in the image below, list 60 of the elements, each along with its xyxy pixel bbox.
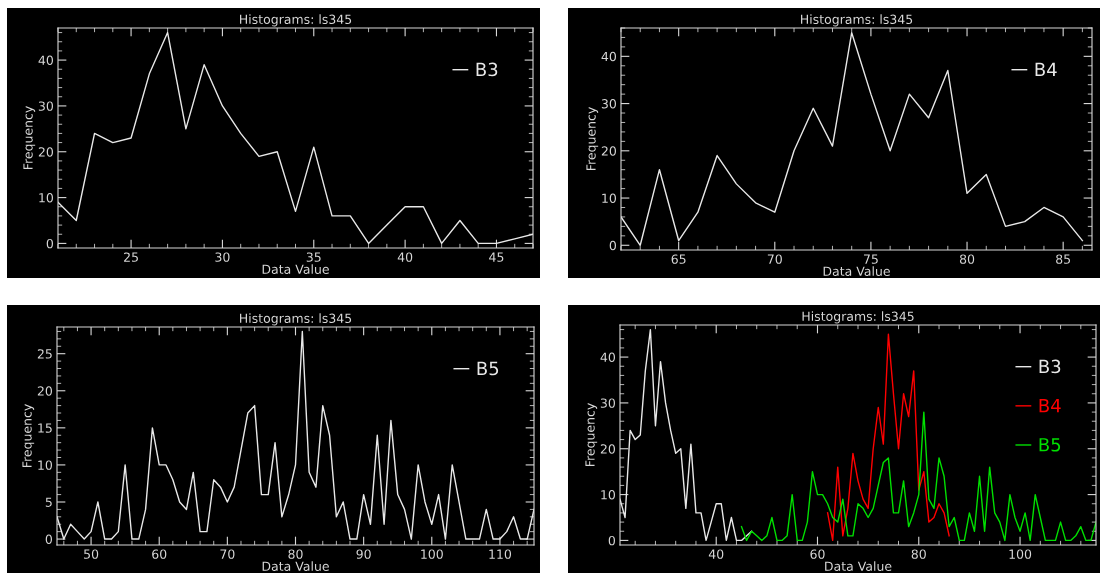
- y-tick-label: 0: [608, 535, 615, 546]
- chart-title: Histograms: ls345: [802, 311, 914, 324]
- y-tick-label: 10: [602, 193, 616, 203]
- x-tick-label: 75: [863, 254, 878, 264]
- x-tick-label: 70: [767, 254, 782, 264]
- y-axis-title: Frequency: [585, 403, 598, 467]
- x-tick-label: 80: [911, 549, 926, 559]
- legend-label: B3: [476, 62, 498, 77]
- x-tick-label: 40: [708, 549, 724, 559]
- y-tick-label: 0: [45, 534, 52, 544]
- y-axis-title: Frequency: [22, 404, 35, 468]
- y-tick-label: 10: [39, 193, 53, 203]
- x-tick-label: 45: [489, 252, 504, 262]
- y-axis-title: Frequency: [23, 106, 36, 170]
- y-tick-label: 30: [601, 99, 616, 109]
- chart-title: Histograms: ls345: [801, 14, 913, 27]
- x-tick-label: 100: [1009, 549, 1032, 559]
- y-tick-label: 10: [38, 460, 52, 470]
- legend-label: B3: [1039, 359, 1061, 374]
- y-tick-label: 20: [601, 146, 616, 156]
- y-tick-label: 5: [45, 497, 52, 507]
- y-tick-label: 40: [600, 352, 615, 363]
- x-tick-label: 85: [1056, 254, 1071, 264]
- y-tick-label: 40: [601, 51, 616, 62]
- y-tick-label: 0: [46, 238, 53, 249]
- x-tick-label: 35: [306, 252, 321, 262]
- legend-label: B4: [1039, 399, 1061, 413]
- y-axis-title: Frequency: [586, 107, 599, 171]
- y-tick-label: 0: [609, 240, 616, 251]
- x-tick-label: 100: [421, 549, 443, 559]
- x-axis-title: Data Value: [825, 561, 892, 571]
- x-tick-label: 80: [288, 549, 303, 559]
- y-tick-label: 20: [600, 444, 615, 454]
- x-axis-title: Data Value: [823, 266, 890, 276]
- chart-title: Histograms: ls345: [240, 313, 352, 326]
- x-tick-label: 110: [489, 549, 512, 559]
- x-tick-label: 60: [152, 549, 167, 559]
- legend-label: B5: [1039, 438, 1061, 452]
- y-tick-label: 25: [37, 349, 52, 359]
- x-tick-label: 70: [220, 549, 235, 559]
- y-tick-label: 30: [600, 398, 615, 408]
- x-tick-label: 50: [84, 549, 99, 559]
- x-tick-label: 90: [356, 549, 371, 559]
- x-axis-title: Data Value: [262, 561, 329, 571]
- x-tick-label: 30: [215, 252, 230, 262]
- y-tick-label: 15: [38, 423, 52, 433]
- x-tick-label: 65: [671, 254, 686, 264]
- legend-label: B4: [1035, 62, 1057, 77]
- x-tick-label: 60: [810, 549, 825, 559]
- y-tick-label: 20: [38, 147, 53, 157]
- x-tick-label: 25: [124, 252, 138, 262]
- y-tick-label: 30: [38, 101, 53, 111]
- x-tick-label: 80: [959, 254, 975, 264]
- legend-label: B5: [477, 361, 499, 376]
- y-tick-label: 40: [38, 55, 53, 66]
- y-tick-label: 20: [37, 386, 52, 396]
- x-axis-title: Data Value: [262, 264, 329, 274]
- chart-title: Histograms: ls345: [240, 14, 352, 27]
- x-tick-label: 40: [397, 252, 413, 262]
- y-tick-label: 10: [601, 490, 615, 500]
